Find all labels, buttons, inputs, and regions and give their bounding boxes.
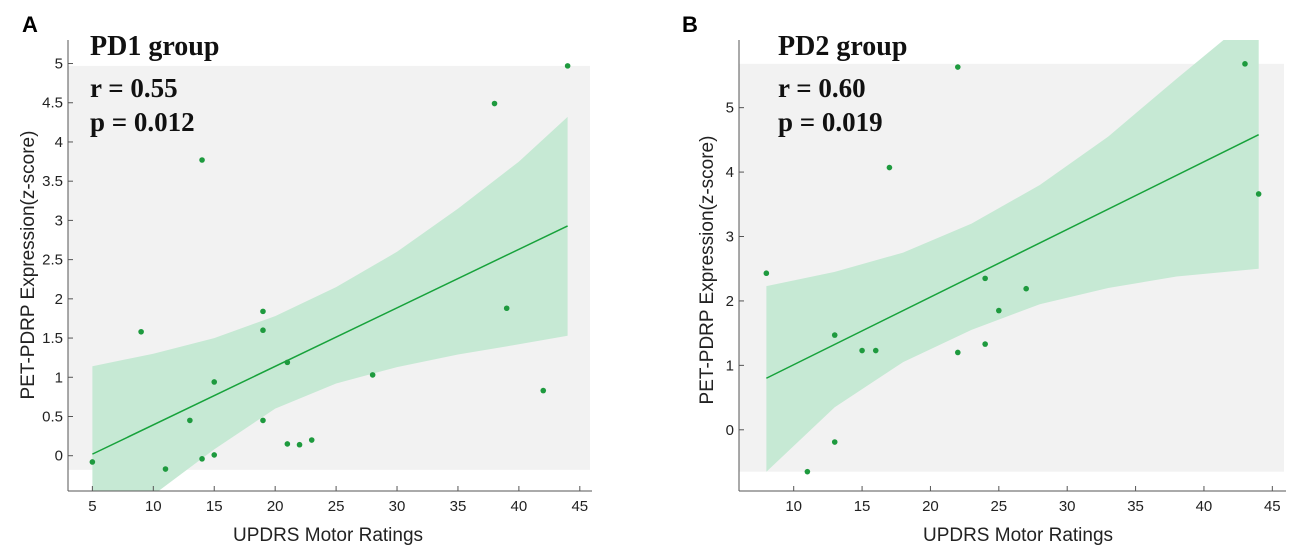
panel-a-point-16 — [369, 372, 376, 378]
panel-a-x-tick-label: 5 — [88, 498, 96, 515]
panel-a-label: A — [22, 12, 38, 37]
panel-b-y-tick-label: 3 — [726, 229, 734, 246]
panel-a-x-tick-label: 20 — [267, 498, 284, 515]
panel-b-point-6 — [872, 347, 879, 354]
panel-a-point-10 — [260, 327, 266, 334]
panel-a-y-tick-label: 1 — [55, 369, 63, 386]
panel-a-y-tick-label: 4 — [55, 134, 63, 151]
panel-b-point-2 — [804, 468, 811, 475]
panel-a-x-tick-label: 35 — [450, 498, 467, 515]
panel-a-point-14 — [296, 441, 303, 448]
panel-b-x-axis-label: UPDRS Motor Ratings — [923, 525, 1113, 546]
panel-b-y-tick-label: 4 — [726, 164, 734, 181]
panel-a-point-2 — [138, 328, 144, 335]
panel-a-point-4 — [187, 417, 193, 424]
panel-b-x-tick-label: 25 — [990, 498, 1007, 515]
panel-b-x-tick-label: 15 — [854, 498, 871, 515]
panel-a-x-tick-label: 25 — [328, 498, 345, 515]
panel-b-x-tick-label: 40 — [1196, 498, 1213, 515]
panel-a-point-3 — [162, 466, 169, 472]
panel-a-point-12 — [284, 359, 291, 366]
panel-b-regression-line — [766, 134, 1259, 379]
panel-a-x-tick-label: 30 — [389, 498, 406, 515]
panel-a-x-axis-label: UPDRS Motor Ratings — [233, 525, 423, 546]
panel-b-point-10 — [982, 275, 988, 282]
panel-b-y-tick-label: 2 — [726, 293, 734, 310]
panel-a-y-tick-label: 4.5 — [42, 95, 63, 112]
panel-b-p-value: p = 0.019 — [778, 107, 883, 137]
panel-a-y-tick-label: 3.5 — [42, 173, 63, 190]
panel-b-point-9 — [955, 349, 961, 356]
panel-a-point-6 — [199, 456, 205, 462]
panel-b-point-13 — [1023, 285, 1029, 292]
panel-b-y-axis-label: PET-PDRP Expression(z-score) — [697, 136, 718, 405]
panel-b-point-11 — [982, 341, 988, 347]
panel-b-point-3 — [831, 332, 838, 338]
panel-a-point-18 — [503, 305, 510, 312]
panel-a-p-value: p = 0.012 — [90, 107, 195, 137]
panel-b-x-tick-label: 10 — [785, 498, 802, 515]
panel-b-r-value: r = 0.60 — [778, 73, 866, 103]
panel-b-x-tick-label: 45 — [1264, 498, 1281, 515]
panel-a-point-19 — [540, 387, 547, 394]
panel-b-x-tick-label: 20 — [922, 498, 939, 515]
panel-a-point-5 — [199, 157, 205, 163]
panel-a-y-tick-label: 2 — [55, 291, 63, 308]
panel-b-y-tick-label: 5 — [726, 100, 734, 117]
panel-b-point-5 — [859, 347, 865, 354]
panel-a-y-axis-label: PET-PDRP Expression(z-score) — [18, 131, 39, 400]
panel-b-y-tick-label: 1 — [726, 357, 734, 374]
panel-a: A 5 10 15 20 25 30 35 40 4500.511.522.533.544.55… — [18, 12, 592, 546]
panel-a-x-tick-label: 15 — [206, 498, 223, 515]
panel-b-point-1 — [763, 270, 770, 277]
panel-b-label: B — [682, 12, 698, 37]
panel-a-y-tick-label: 2.5 — [42, 252, 63, 269]
panel-b-title: PD2 group — [778, 31, 907, 62]
panel-a-title: PD1 group — [90, 31, 219, 62]
panel-a-y-tick-label: 3 — [55, 212, 63, 229]
panel-b-x-tick-label: 30 — [1059, 498, 1076, 515]
panel-a-point-11 — [260, 417, 266, 424]
panel-a-point-7 — [211, 379, 218, 385]
panel-a-point-20 — [564, 63, 571, 69]
panel-b-point-15 — [1255, 191, 1262, 197]
panel-a-x-tick-label: 40 — [511, 498, 528, 515]
panel-a-y-tick-label: 1.5 — [42, 330, 63, 347]
panel-b-x-tick-label: 35 — [1127, 498, 1144, 515]
panel-a-r-value: r = 0.55 — [90, 73, 178, 103]
panel-a-point-1 — [89, 459, 96, 465]
panel-b-point-8 — [955, 64, 961, 70]
panel-a-x-tick-label: 45 — [571, 498, 588, 515]
panel-a-point-8 — [211, 452, 218, 458]
panel-a-point-13 — [284, 441, 291, 447]
panel-a-y-tick-label: 0.5 — [42, 408, 63, 425]
panel-a-regression-line — [92, 225, 568, 455]
panel-a-point-17 — [491, 100, 498, 107]
panel-a-plot-area: 5 10 15 20 25 30 35 40 45 0 0.5 1 1.5 2 2.5 3 3.5 4 4.5 5 — [42, 40, 592, 515]
panel-b-point-14 — [1242, 61, 1248, 67]
panel-a-point-15 — [308, 437, 315, 443]
panel-b-point-4 — [831, 439, 838, 445]
panel-b-point-7 — [886, 164, 893, 171]
panel-a-x-tick-label: 10 — [145, 498, 162, 515]
panel-b-y-tick-label: 0 — [726, 422, 734, 439]
panel-b-point-12 — [996, 307, 1002, 314]
panel-a-point-9 — [260, 308, 266, 315]
panel-a-y-tick-label: 5 — [55, 56, 63, 73]
panel-a-y-tick-label: 0 — [55, 448, 63, 465]
